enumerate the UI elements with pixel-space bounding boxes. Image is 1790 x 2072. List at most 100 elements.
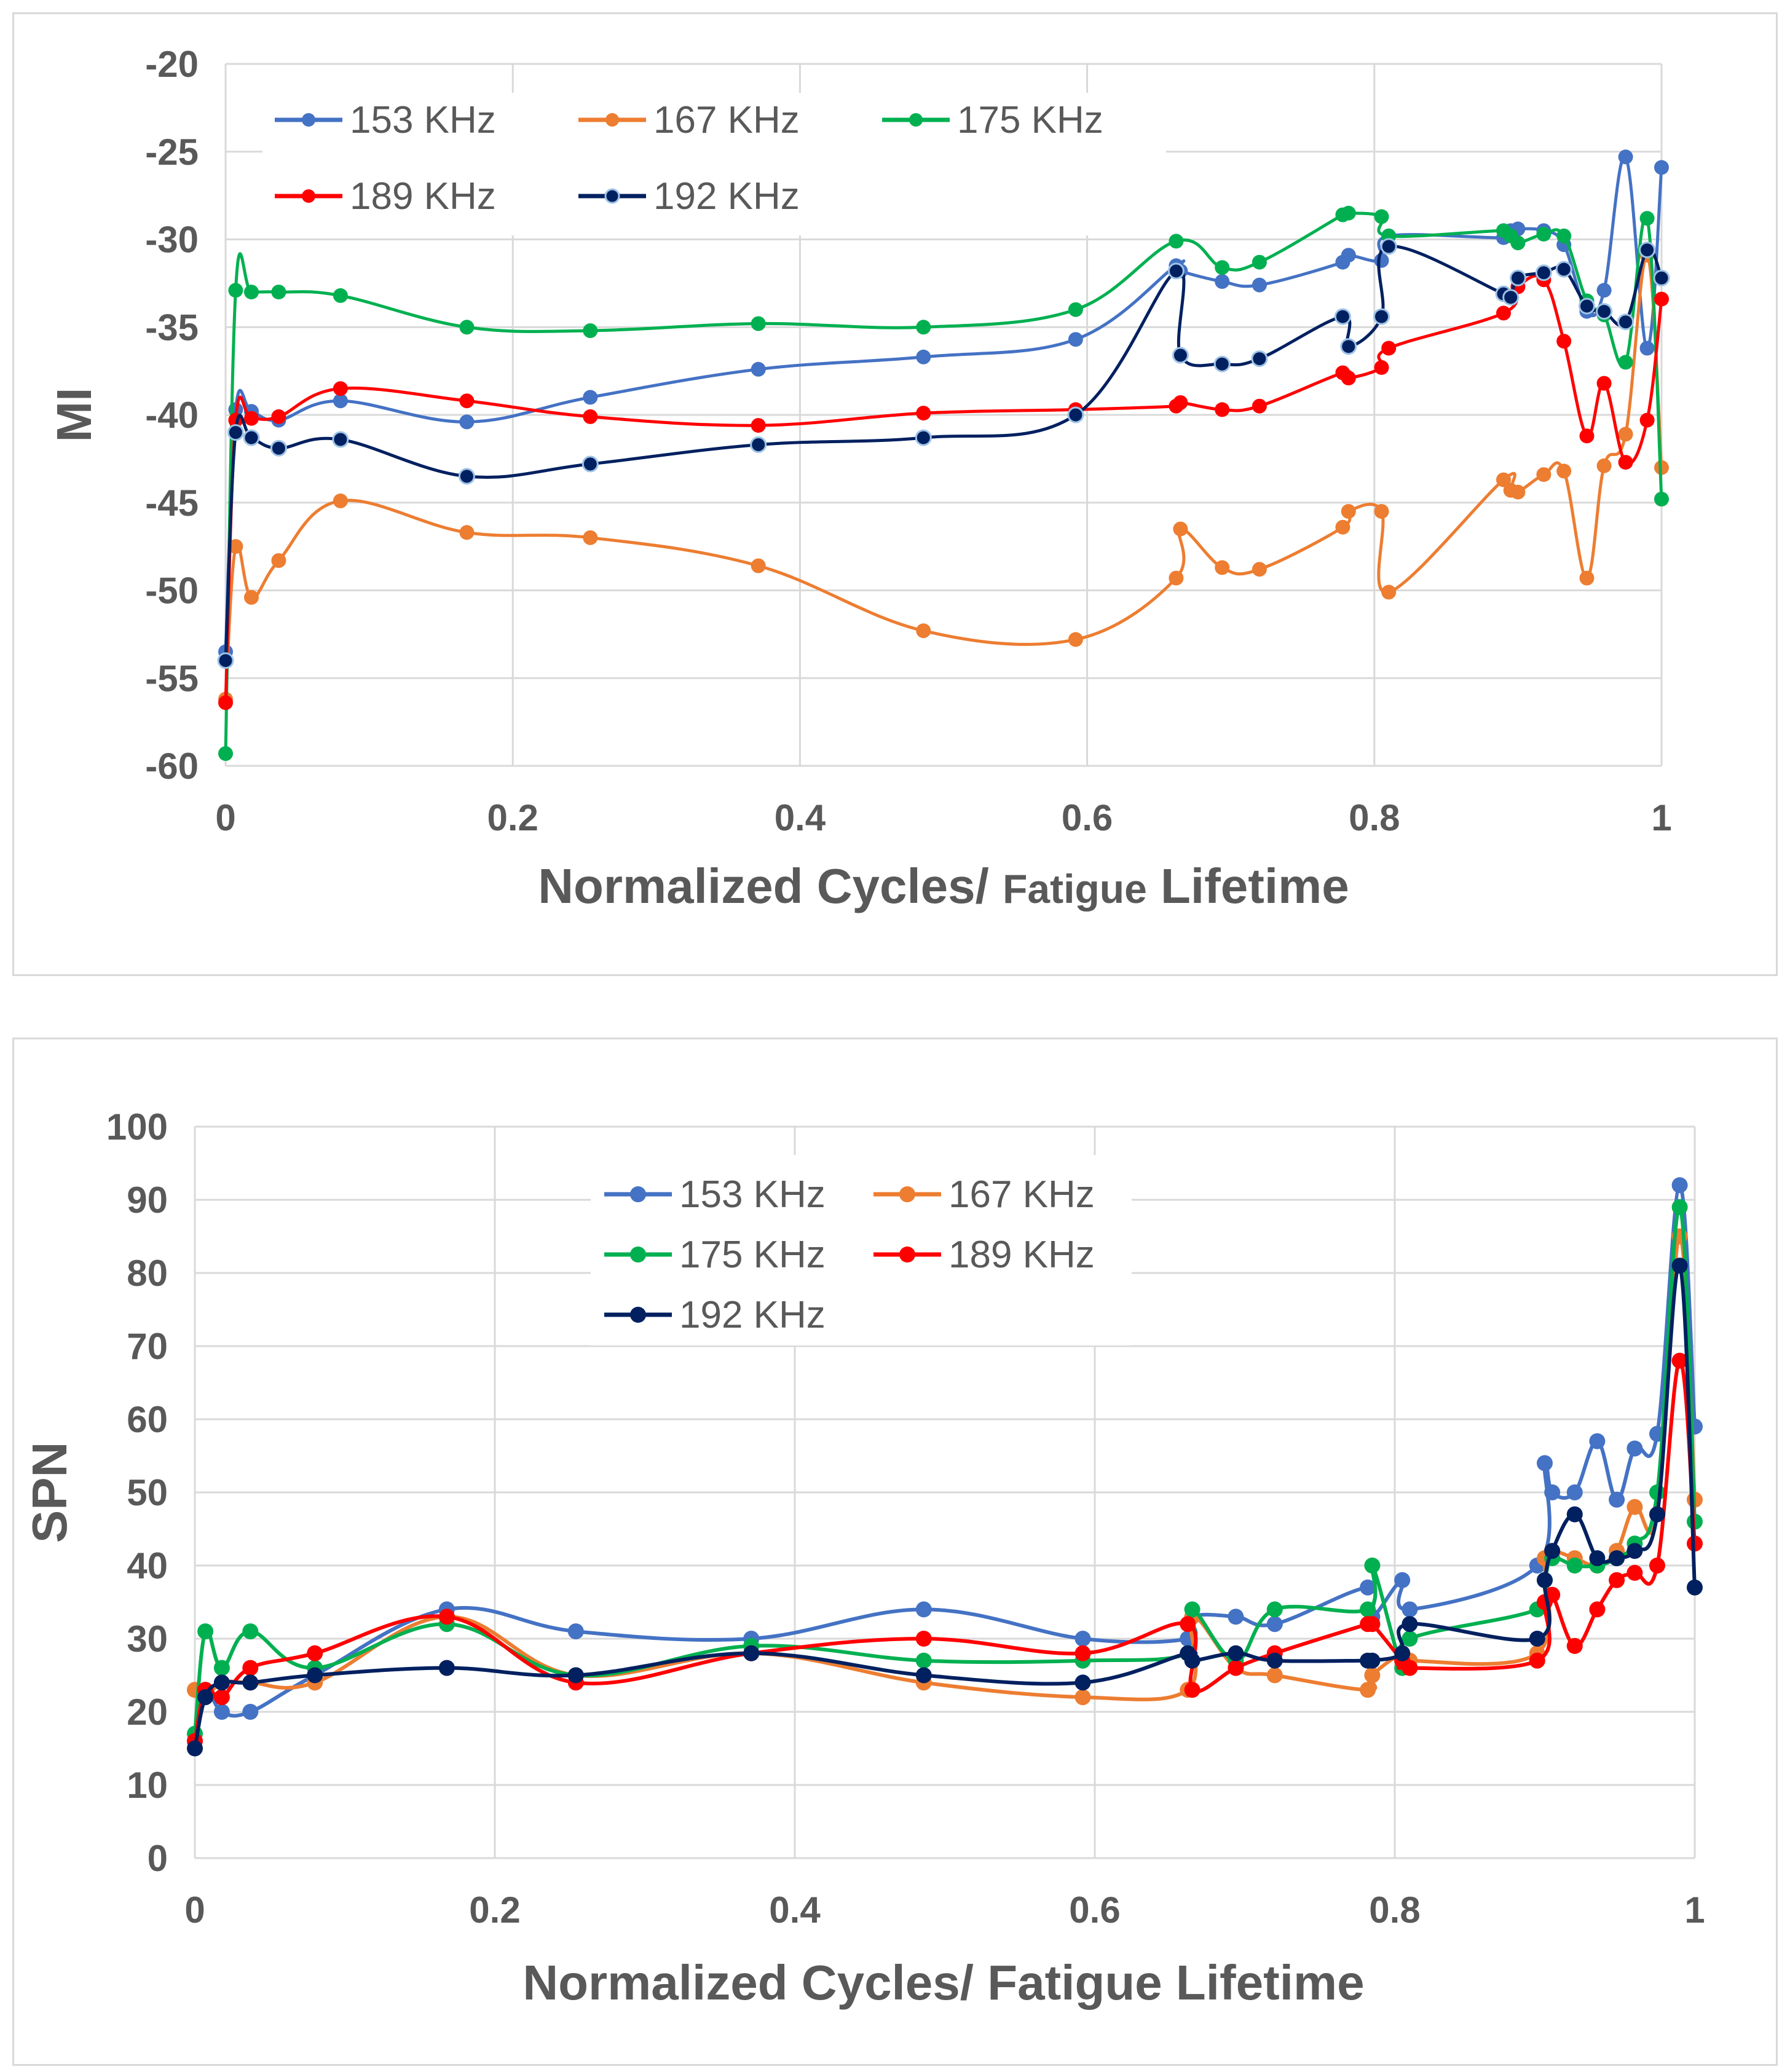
spn-data-point-175 — [1402, 1631, 1418, 1647]
spn-y-tick-label: 10 — [127, 1765, 168, 1806]
spn-data-point-192 — [1544, 1543, 1561, 1559]
spn-data-point-189 — [1364, 1616, 1381, 1633]
mi-chart: -60 -55 -50 -45 -40 -35 -30 -25 -20 0 0.2 0.4 0.6 0.… — [47, 44, 1672, 913]
mi-y-tick-label: -30 — [145, 219, 199, 261]
spn-data-point-175 — [915, 1652, 932, 1669]
spn-data-point-167 — [1626, 1499, 1643, 1515]
mi-data-point-192 — [1334, 308, 1351, 325]
spn-y-axis-title: SPN — [22, 1442, 77, 1543]
spn-data-point-192 — [1074, 1674, 1091, 1691]
spn-data-point-153 — [213, 1704, 230, 1720]
spn-x-tick-label: 0.2 — [469, 1889, 520, 1931]
spn-data-point-189 — [1626, 1564, 1643, 1581]
mi-x-tick-labels: 0 0.2 0.4 0.6 0.8 1 — [215, 797, 1671, 838]
mi-legend-marker-153 — [302, 113, 315, 127]
spn-series-192 — [187, 1258, 1703, 1757]
spn-data-point-153 — [1266, 1616, 1283, 1633]
mi-series-line-153 — [224, 154, 1663, 652]
spn-x-tick-label: 0.4 — [769, 1889, 821, 1931]
spn-data-point-192 — [1671, 1258, 1688, 1274]
mi-series-line-189 — [224, 274, 1663, 703]
mi-data-point-189 — [1173, 395, 1188, 410]
mi-data-point-167 — [1173, 521, 1188, 537]
mi-x-axis-title-part-2: Fatigue — [1003, 866, 1147, 912]
spn-data-point-153 — [1609, 1491, 1625, 1508]
mi-data-point-189 — [751, 418, 766, 433]
mi-legend-marker-192 — [604, 188, 620, 204]
mi-legend: 153 KHz 167 KHz 175 KHz 189 KHz 192 KHz — [275, 99, 1103, 218]
spn-y-tick-label: 90 — [127, 1180, 168, 1221]
mi-data-point-192 — [1340, 338, 1357, 355]
mi-y-tick-labels: -60 -55 -50 -45 -40 -35 -30 -25 -20 — [145, 44, 199, 787]
mi-x-tick-label: 0.6 — [1062, 797, 1113, 838]
mi-data-point-175 — [228, 283, 243, 298]
mi-data-point-192 — [1502, 289, 1520, 306]
spn-data-point-153 — [1074, 1631, 1091, 1647]
mi-data-point-153 — [1252, 277, 1267, 293]
mi-x-tick-label: 1 — [1651, 797, 1671, 838]
spn-data-point-192 — [1394, 1645, 1411, 1661]
spn-data-point-192 — [438, 1660, 455, 1676]
mi-x-axis-title: Normalized Cycles/ Fatigue Lifetime — [538, 859, 1349, 913]
spn-data-point-153 — [1360, 1579, 1376, 1596]
spn-data-point-192 — [1589, 1550, 1606, 1567]
spn-data-point-153 — [567, 1623, 584, 1640]
mi-data-point-167 — [459, 525, 475, 540]
mi-data-point-167 — [333, 493, 348, 508]
mi-y-tick-label: -55 — [145, 658, 199, 699]
mi-data-point-192 — [1509, 269, 1526, 286]
spn-data-point-192 — [1364, 1652, 1381, 1669]
spn-legend-label-153: 153 KHz — [679, 1173, 826, 1216]
spn-legend-entry-167: 167 KHz — [873, 1173, 1095, 1216]
mi-series-167 — [218, 248, 1669, 707]
mi-data-point-192 — [1380, 238, 1397, 255]
mi-legend-box — [262, 93, 1166, 235]
mi-data-point-192 — [217, 652, 234, 669]
mi-legend-label-175: 175 KHz — [957, 99, 1103, 141]
mi-data-point-189 — [1496, 305, 1511, 321]
spn-chart: 0 10 20 30 40 50 60 70 80 90 100 0 0.2 0.4 0.6 0.8 1 SP… — [22, 1106, 1705, 2010]
mi-y-tick-label: -50 — [145, 570, 199, 612]
mi-data-point-189 — [218, 695, 233, 711]
spn-data-point-192 — [1626, 1543, 1643, 1559]
spn-legend-marker-153 — [630, 1186, 646, 1202]
spn-data-point-192 — [743, 1645, 760, 1661]
spn-data-point-189 — [1671, 1352, 1688, 1369]
spn-legend-marker-167 — [899, 1186, 915, 1202]
mi-data-point-189 — [1654, 291, 1669, 307]
mi-data-point-192 — [1167, 262, 1185, 280]
spn-y-tick-label: 50 — [127, 1472, 168, 1513]
mi-data-point-175 — [1169, 234, 1184, 249]
mi-data-point-167 — [583, 530, 598, 545]
mi-data-point-192 — [1579, 297, 1595, 315]
mi-data-point-189 — [1215, 402, 1230, 417]
spn-data-point-175 — [1360, 1601, 1376, 1618]
mi-data-point-175 — [1556, 228, 1572, 243]
spn-data-point-192 — [187, 1740, 203, 1757]
mi-data-point-189 — [1639, 412, 1655, 428]
mi-legend-entry-189: 189 KHz — [275, 175, 496, 218]
spn-data-point-189 — [307, 1645, 323, 1661]
mi-data-point-192 — [1067, 406, 1084, 423]
spn-data-point-192 — [915, 1667, 932, 1684]
spn-data-point-189 — [1609, 1572, 1625, 1588]
spn-data-point-192 — [307, 1667, 323, 1684]
spn-legend-entry-175: 175 KHz — [604, 1234, 826, 1276]
mi-legend-entry-192: 192 KHz — [578, 175, 800, 218]
spn-data-point-192 — [213, 1674, 230, 1691]
spn-legend-label-175: 175 KHz — [679, 1234, 826, 1276]
mi-data-point-167 — [244, 589, 259, 605]
mi-legend-marker-175 — [909, 113, 923, 127]
spn-data-point-167 — [1360, 1682, 1376, 1698]
spn-data-point-153 — [1544, 1484, 1561, 1500]
mi-series-192 — [217, 238, 1670, 669]
spn-data-point-192 — [1184, 1652, 1201, 1669]
spn-series — [187, 1177, 1703, 1757]
mi-series-line-192 — [224, 245, 1663, 661]
spn-data-point-189 — [1184, 1682, 1201, 1698]
spn-data-point-189 — [1402, 1660, 1418, 1676]
mi-data-point-153 — [1639, 341, 1655, 356]
spn-data-point-153 — [1402, 1601, 1418, 1618]
spn-data-point-189 — [438, 1609, 455, 1625]
mi-data-point-153 — [751, 361, 766, 377]
